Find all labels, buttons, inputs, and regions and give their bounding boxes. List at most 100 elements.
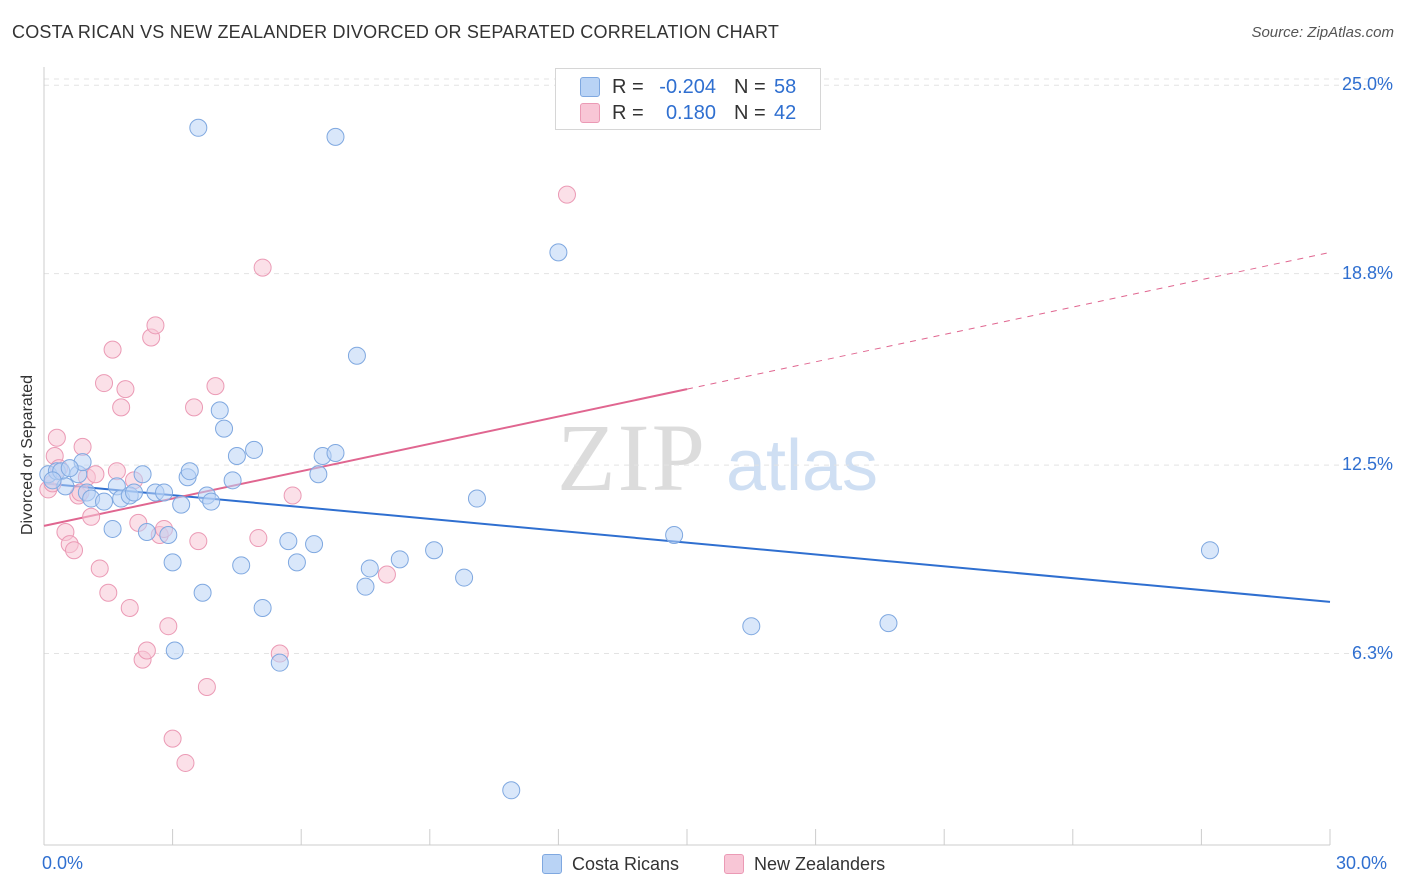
data-point-costa-ricans <box>390 550 409 569</box>
data-point-new-zealanders <box>189 532 208 551</box>
legend-n-label: N = <box>734 75 766 98</box>
data-point-costa-ricans <box>159 526 178 545</box>
data-point-costa-ricans <box>189 118 208 137</box>
data-point-new-zealanders <box>253 258 272 277</box>
data-point-costa-ricans <box>180 462 199 481</box>
data-point-costa-ricans <box>360 559 379 578</box>
data-point-costa-ricans <box>202 492 221 511</box>
trend-line-new-zealanders-projection <box>686 251 1331 390</box>
data-point-costa-ricans <box>232 556 251 575</box>
data-point-new-zealanders <box>112 398 131 417</box>
data-point-new-zealanders <box>163 729 182 748</box>
legend-r-value: -0.204 <box>659 75 716 98</box>
chart-title: COSTA RICAN VS NEW ZEALANDER DIVORCED OR… <box>12 22 780 42</box>
data-point-costa-ricans <box>549 243 568 262</box>
data-point-costa-ricans <box>125 483 144 502</box>
data-point-costa-ricans <box>43 471 62 490</box>
data-point-costa-ricans <box>502 781 521 800</box>
data-point-costa-ricans <box>279 532 298 551</box>
data-point-costa-ricans <box>1200 541 1219 560</box>
series-swatch-pink <box>724 854 744 874</box>
data-point-costa-ricans <box>227 447 246 465</box>
data-point-new-zealanders <box>65 541 84 560</box>
data-point-new-zealanders <box>120 598 139 617</box>
data-point-costa-ricans <box>270 653 289 672</box>
data-point-costa-ricans <box>455 568 474 587</box>
data-point-new-zealanders <box>73 437 92 456</box>
legend-r-label: R = <box>612 75 644 98</box>
trend-line-costa-ricans <box>43 482 1331 603</box>
legend-row-new-zealanders: R = 0.180 N = 42 <box>580 100 796 126</box>
data-point-costa-ricans <box>163 553 182 572</box>
legend-n-value: 42 <box>774 101 797 124</box>
data-point-new-zealanders <box>86 465 105 484</box>
data-point-new-zealanders <box>107 462 126 481</box>
data-point-new-zealanders <box>90 559 109 578</box>
data-point-new-zealanders <box>103 340 122 359</box>
y-tick-label: 25.0% <box>1341 74 1393 95</box>
data-point-costa-ricans <box>215 419 234 438</box>
data-point-new-zealanders <box>159 617 178 636</box>
legend-r-value: 0.180 <box>665 101 716 124</box>
data-point-new-zealanders <box>47 428 66 447</box>
y-tick-label: 18.8% <box>1341 262 1393 283</box>
watermark-zip: ZIP <box>557 404 707 511</box>
y-tick-label: 6.3% <box>1351 642 1393 663</box>
y-tick-label: 12.5% <box>1341 454 1393 475</box>
legend-swatch-blue <box>580 77 600 97</box>
x-tick-label-min: 0.0% <box>42 853 84 873</box>
costa-ricans-points <box>39 118 1219 800</box>
data-point-new-zealanders <box>377 565 396 584</box>
correlation-legend: R = -0.204 N = 58 R = 0.180 N = 42 <box>555 68 821 130</box>
data-point-new-zealanders <box>82 507 101 526</box>
data-point-new-zealanders <box>206 377 225 396</box>
legend-n-value: 58 <box>774 75 797 98</box>
data-point-costa-ricans <box>172 495 191 514</box>
chart-source: Source: ZipAtlas.com <box>1251 24 1394 41</box>
data-point-new-zealanders <box>95 374 114 393</box>
legend-r-label: R = <box>612 101 644 124</box>
series-swatch-blue <box>542 854 562 874</box>
data-point-costa-ricans <box>137 522 156 541</box>
data-point-costa-ricans <box>60 459 79 478</box>
data-point-costa-ricans <box>165 641 184 660</box>
data-point-costa-ricans <box>425 541 444 560</box>
data-point-costa-ricans <box>467 489 486 508</box>
legend-swatch-pink <box>580 103 600 123</box>
data-point-new-zealanders <box>185 398 204 417</box>
legend-row-costa-ricans: R = -0.204 N = 58 <box>580 74 796 100</box>
data-point-costa-ricans <box>347 346 366 365</box>
series-legend-new-zealanders: New Zealanders <box>724 852 885 876</box>
series-label-costa-ricans: Costa Ricans <box>572 853 680 874</box>
data-point-costa-ricans <box>245 440 264 459</box>
data-point-new-zealanders <box>146 316 165 335</box>
data-point-costa-ricans <box>253 598 272 617</box>
data-point-costa-ricans <box>879 614 898 633</box>
data-point-new-zealanders <box>137 641 156 660</box>
data-point-costa-ricans <box>326 127 345 146</box>
data-point-costa-ricans <box>742 617 761 636</box>
watermark: ZIP atlas <box>557 404 878 511</box>
data-point-new-zealanders <box>557 185 576 204</box>
series-legend-costa-ricans: Costa Ricans <box>542 852 679 876</box>
data-point-costa-ricans <box>223 471 242 490</box>
data-point-new-zealanders <box>283 486 302 505</box>
data-point-new-zealanders <box>116 380 135 399</box>
watermark-atlas: atlas <box>726 426 878 506</box>
data-point-costa-ricans <box>309 465 328 484</box>
data-point-costa-ricans <box>287 553 306 572</box>
data-point-costa-ricans <box>665 526 684 545</box>
series-label-new-zealanders: New Zealanders <box>754 853 886 874</box>
data-point-new-zealanders <box>197 677 216 696</box>
data-point-new-zealanders <box>249 529 268 548</box>
data-point-new-zealanders <box>99 583 118 602</box>
data-point-costa-ricans <box>326 443 345 462</box>
trend-lines <box>43 251 1331 603</box>
data-point-costa-ricans <box>133 465 152 484</box>
data-point-costa-ricans <box>356 577 375 596</box>
axes <box>43 67 1331 846</box>
data-point-costa-ricans <box>305 535 324 554</box>
data-point-costa-ricans <box>193 583 212 602</box>
data-point-new-zealanders <box>176 753 195 772</box>
